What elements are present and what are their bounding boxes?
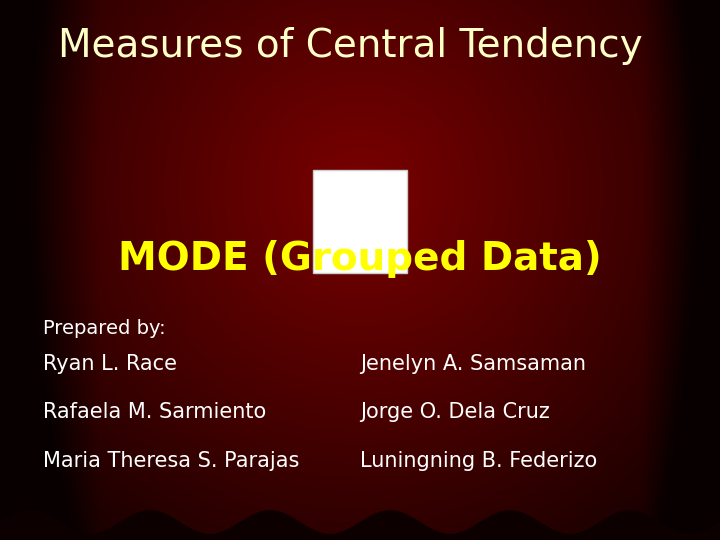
Text: Jenelyn A. Samsaman: Jenelyn A. Samsaman: [360, 354, 586, 374]
Text: Rafaela M. Sarmiento: Rafaela M. Sarmiento: [43, 402, 266, 422]
Text: Measures of Central Tendency: Measures of Central Tendency: [58, 27, 642, 65]
Text: Ryan L. Race: Ryan L. Race: [43, 354, 177, 374]
Text: Jorge O. Dela Cruz: Jorge O. Dela Cruz: [360, 402, 550, 422]
Text: MODE (Grouped Data): MODE (Grouped Data): [118, 240, 602, 278]
Text: Maria Theresa S. Parajas: Maria Theresa S. Parajas: [43, 451, 300, 471]
Bar: [313, 170, 407, 273]
Text: Prepared by:: Prepared by:: [43, 319, 166, 338]
Text: Luningning B. Federizo: Luningning B. Federizo: [360, 451, 598, 471]
